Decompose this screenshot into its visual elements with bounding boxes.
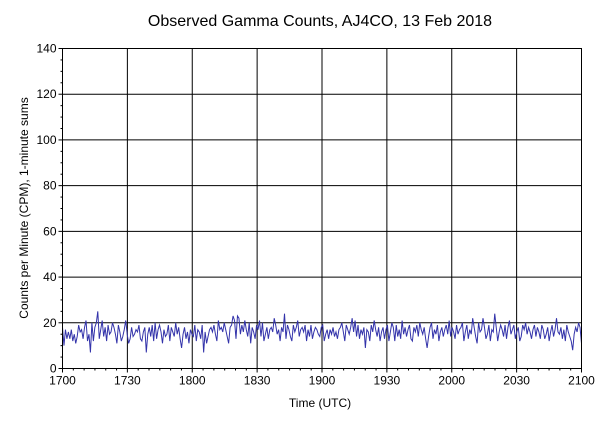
chart-title: Observed Gamma Counts, AJ4CO, 13 Feb 201… [148,13,492,30]
plot-series [62,311,582,353]
x-tick-label: 1930 [374,374,401,388]
x-tick-label: 1900 [309,374,336,388]
y-axis: 0 20 40 60 80 100 120 140 [36,42,63,376]
y-tick-label: 40 [43,270,57,284]
series-line-0 [62,311,582,353]
y-tick-label: 100 [36,133,56,147]
y-axis-label: Counts per Minute (CPM), 1-minute sums [17,97,31,318]
y-tick-label: 0 [50,362,57,376]
y-tick-label: 20 [43,316,57,330]
x-axis: 1700 1730 1800 1830 1900 1930 2000 2030 2100 [49,368,595,388]
x-tick-label: 1800 [179,374,206,388]
x-tick-label: 1700 [49,374,76,388]
x-tick-label: 1730 [114,374,141,388]
x-tick-label: 2100 [568,374,595,388]
x-tick-label: 2000 [438,374,465,388]
y-tick-label: 60 [43,224,57,238]
x-axis-label: Time (UTC) [289,396,351,410]
y-tick-label: 120 [36,87,56,101]
y-tick-label: 80 [43,179,57,193]
grid [62,48,582,369]
y-tick-label: 140 [36,42,56,56]
x-tick-label: 2030 [503,374,530,388]
x-tick-label: 1830 [244,374,271,388]
